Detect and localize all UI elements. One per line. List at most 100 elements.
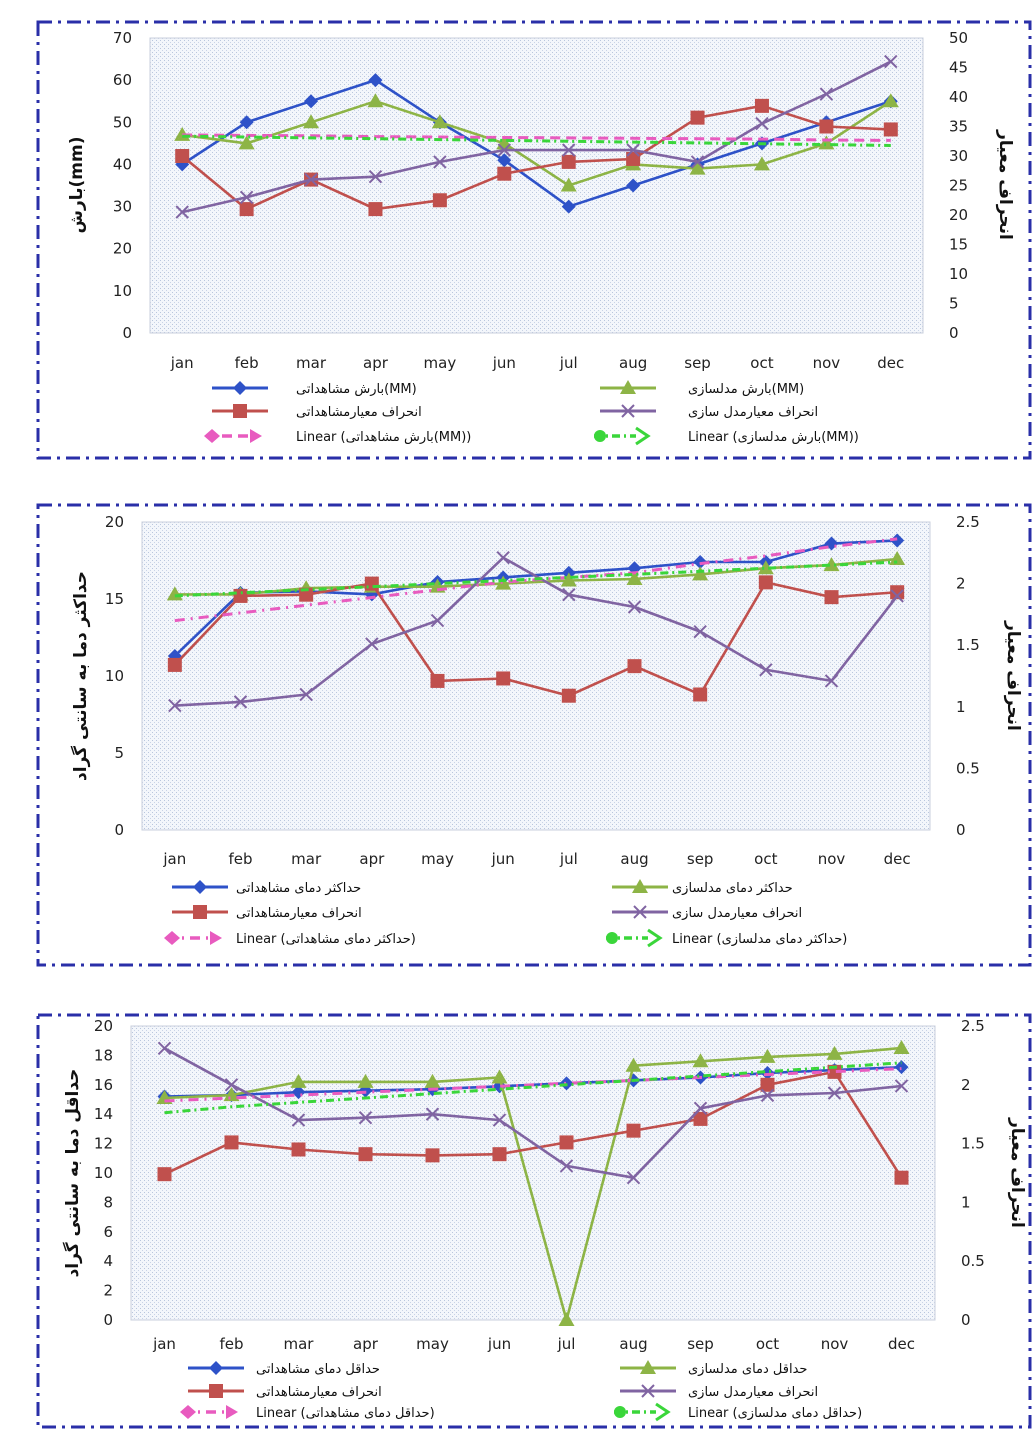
legend-label: انحراف معیارمدل سازی <box>672 906 802 921</box>
marker-triangle <box>303 114 320 129</box>
legend-item: انحراف معیارمشاهداتی <box>188 1384 382 1400</box>
marker-x <box>304 172 318 187</box>
x-tick-label: jun <box>487 1335 511 1353</box>
marker-x <box>425 1107 440 1121</box>
legend-item: حداکثر دمای مدلسازی <box>612 879 793 896</box>
panel-frame <box>36 503 1032 967</box>
legend-label: انحراف معیارمشاهداتی <box>256 1385 382 1400</box>
marker-square <box>425 1148 440 1163</box>
legend-marker <box>655 1402 671 1422</box>
x-tick-label: sep <box>687 850 714 868</box>
marker-diamond <box>193 880 207 894</box>
marker-triangle <box>357 1073 374 1088</box>
marker-square <box>193 905 207 919</box>
y2-tick-label: 25 <box>949 177 968 195</box>
marker-x <box>496 551 510 565</box>
legend-item: حداقل دمای مدلسازی <box>620 1360 807 1377</box>
y-tick-label: 40 <box>113 155 132 173</box>
marker-triangle <box>367 93 384 108</box>
legend-item: انحراف معیارمشاهداتی <box>172 905 362 921</box>
marker-x <box>430 613 445 628</box>
marker-triangle <box>431 114 448 129</box>
marker-square <box>224 1135 239 1150</box>
series-6 <box>174 560 898 598</box>
x-tick-label: jan <box>162 850 186 868</box>
y-tick-label: 12 <box>94 1135 113 1153</box>
legend-label: انحراف معیارمدل سازی <box>688 405 818 420</box>
chart-panel-3: 0 2 4 6 8 10 12 14 16 18 20 0 0.5 1 1.5 2 2.5 jan feb mar ap… <box>36 1013 1032 1429</box>
series-2 <box>156 1040 910 1326</box>
y2-tick-label: 15 <box>949 236 968 254</box>
legend-marker <box>594 430 606 442</box>
series-line <box>181 60 892 214</box>
x-tick-label: may <box>416 1335 449 1353</box>
marker-x <box>626 143 640 157</box>
marker-x <box>760 1088 775 1103</box>
marker-x <box>157 1041 172 1056</box>
marker-square <box>693 1111 708 1126</box>
marker-x <box>365 637 379 651</box>
marker-triangle <box>889 550 906 565</box>
marker-triangle <box>689 160 706 175</box>
y-tick-label: 0 <box>114 821 124 839</box>
marker-x <box>759 663 773 677</box>
marker-square <box>368 202 383 217</box>
marker-square <box>432 193 447 208</box>
marker-x <box>233 695 248 709</box>
trendline <box>182 134 891 147</box>
marker-x <box>819 87 834 101</box>
y2-tick-label: 2 <box>961 1076 971 1094</box>
x-tick-label: aug <box>620 850 648 868</box>
y2-tick-label: 30 <box>949 147 968 165</box>
legend-label: Linear (حداقل دمای مشاهداتی) <box>256 1406 435 1421</box>
panel-frame <box>36 20 1032 460</box>
marker-x <box>492 1113 507 1127</box>
marker-x <box>368 169 383 184</box>
x-tick-label: sep <box>687 1335 714 1353</box>
marker-x <box>291 1113 306 1127</box>
marker-triangle <box>290 1073 307 1088</box>
y2-tick-label: 1 <box>961 1193 971 1211</box>
marker-x <box>497 143 511 157</box>
marker-diamond <box>497 153 512 168</box>
marker-triangle <box>632 879 648 893</box>
x-tick-label: aug <box>619 1335 647 1353</box>
y2-axis-label: انحراف معیار <box>995 129 1015 240</box>
legend-label: حداکثر دمای مدلسازی <box>672 881 793 896</box>
marker-x <box>299 687 313 702</box>
marker-triangle <box>625 1057 642 1072</box>
marker-diamond <box>368 73 383 88</box>
marker-x <box>626 1170 641 1185</box>
series-line <box>173 580 898 698</box>
marker-square <box>167 657 182 672</box>
marker-triangle <box>238 135 255 150</box>
marker-square <box>291 1142 306 1157</box>
series-line <box>163 1047 902 1180</box>
y-tick-label: 18 <box>94 1046 113 1064</box>
marker-diamond <box>233 381 247 395</box>
marker-diamond <box>304 94 319 109</box>
marker-triangle <box>692 566 709 581</box>
y2-tick-label: 45 <box>949 59 968 77</box>
marker-diamond <box>890 533 905 548</box>
marker-triangle <box>491 1069 508 1084</box>
series-6 <box>182 134 891 147</box>
y2-tick-label: 50 <box>949 29 968 47</box>
y2-tick-label: 0.5 <box>956 759 980 777</box>
legend-label: انحراف معیارمشاهداتی <box>236 906 362 921</box>
marker-diamond <box>894 1060 909 1075</box>
marker-square <box>358 1147 373 1162</box>
marker-triangle <box>424 1073 441 1088</box>
series-line <box>163 1070 903 1179</box>
series-6 <box>164 1061 902 1115</box>
y2-tick-label: 35 <box>949 118 968 136</box>
marker-triangle <box>882 93 899 108</box>
legend-marker <box>210 931 222 945</box>
legend-label: Linear (بارش مدلسازی(MM)) <box>688 430 859 445</box>
legend-marker <box>226 1405 238 1419</box>
y-tick-label: 10 <box>94 1164 113 1182</box>
y2-tick-label: 1.5 <box>961 1135 985 1153</box>
series-line <box>181 78 892 209</box>
y-axis-label: حداقل دما به سانتی گراد <box>62 1069 83 1278</box>
x-tick-label: sep <box>684 354 711 372</box>
